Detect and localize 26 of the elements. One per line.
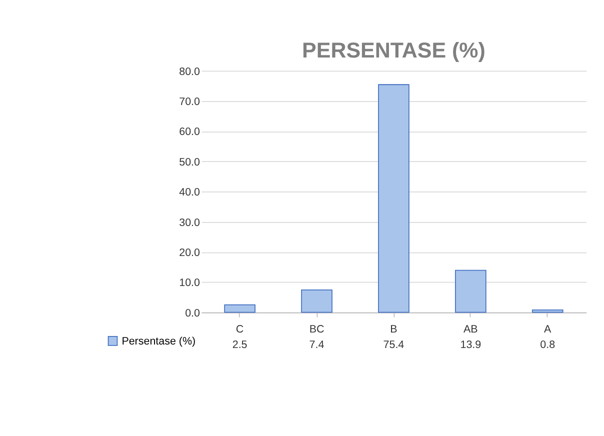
- x-tick-label: B: [390, 323, 398, 336]
- y-tick-label: 50.0: [179, 156, 200, 168]
- bar: [224, 304, 256, 313]
- y-tick-label: 10.0: [179, 277, 200, 290]
- bar: [532, 309, 564, 313]
- y-tick-label: 30.0: [179, 216, 200, 229]
- x-tick-label: C: [236, 323, 244, 336]
- y-tick-label: 80.0: [179, 66, 200, 78]
- chart-title: PERSENTASE (%): [302, 38, 486, 62]
- y-tick-label: 20.0: [179, 246, 200, 259]
- y-tick-label: 0.0: [185, 307, 200, 320]
- data-label: 2.5: [232, 339, 248, 352]
- x-tick-label: BC: [309, 323, 324, 336]
- data-label: 7.4: [309, 339, 324, 352]
- y-tick-label: 70.0: [179, 96, 200, 108]
- data-label: 75.4: [383, 339, 404, 352]
- bar: [301, 290, 332, 313]
- y-tick-label: 40.0: [179, 186, 200, 199]
- legend-label: Persentase (%): [122, 336, 196, 348]
- data-label: 0.8: [540, 339, 556, 352]
- bar: [378, 84, 410, 313]
- x-tick-label: AB: [464, 323, 478, 336]
- x-tick-label: A: [544, 323, 552, 336]
- data-label: 13.9: [460, 339, 482, 352]
- y-tick-label: 60.0: [179, 126, 200, 138]
- bar: [455, 270, 486, 313]
